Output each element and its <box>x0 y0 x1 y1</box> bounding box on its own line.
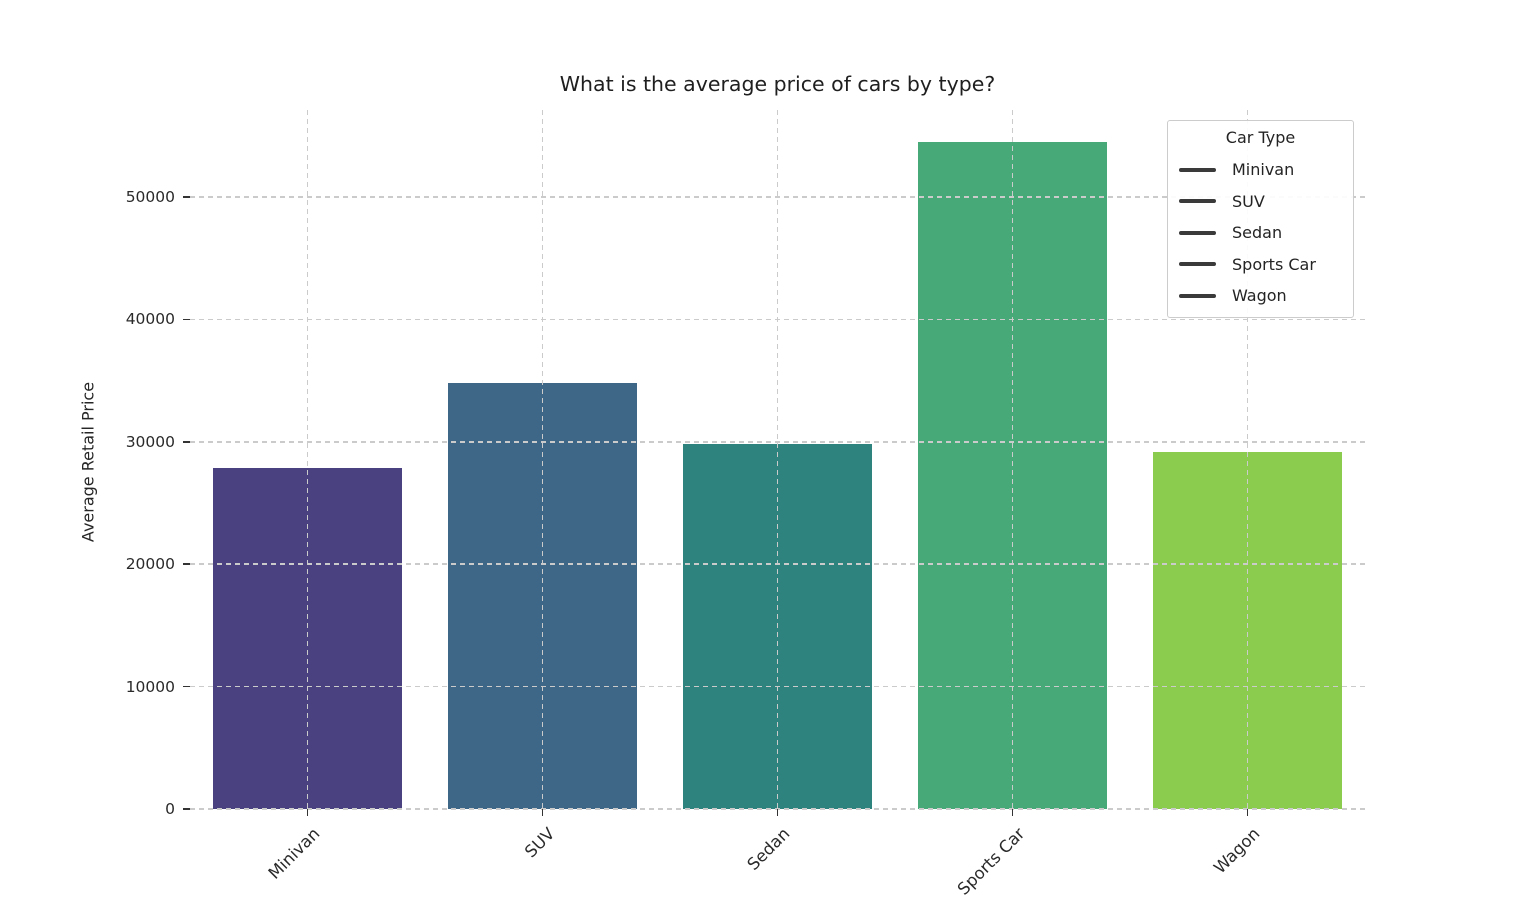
legend-item-label: Sports Car <box>1232 254 1316 274</box>
x-tick-label: SUV <box>520 824 558 862</box>
legend-items: Minivan SUV Sedan Sports Car Wagon <box>1168 154 1353 312</box>
legend-line-icon <box>1179 262 1216 267</box>
y-tick-label: 50000 <box>125 188 175 206</box>
x-tick-mark <box>541 809 544 816</box>
x-tick-label: Sedan <box>742 824 793 874</box>
y-tick-label: 0 <box>165 800 175 818</box>
y-tick-mark <box>183 563 190 565</box>
legend-item-label: SUV <box>1232 191 1265 211</box>
x-tick-mark <box>776 809 779 816</box>
y-tick-mark <box>183 318 190 321</box>
x-tick-label: Sports Car <box>953 824 1028 899</box>
x-tick-mark <box>1011 809 1014 816</box>
gridline-vertical <box>1246 110 1249 809</box>
legend-item-minivan: Minivan <box>1168 154 1353 186</box>
legend-item-label: Sedan <box>1232 223 1283 243</box>
y-tick-label: 10000 <box>125 677 175 696</box>
y-tick-mark <box>183 685 190 688</box>
y-axis-label: Average Retail Price <box>78 381 98 543</box>
y-tick-mark <box>183 441 190 443</box>
x-tick-label: Minivan <box>264 824 323 883</box>
y-tick-label: 40000 <box>125 310 175 329</box>
legend-title: Car Type <box>1225 128 1296 147</box>
x-tick-mark <box>1246 809 1249 816</box>
y-tick-label: 20000 <box>125 555 175 574</box>
chart-title: What is the average price of cars by typ… <box>559 72 996 96</box>
gridline-vertical <box>1011 110 1014 809</box>
legend-line-icon <box>1179 199 1216 204</box>
legend-item-wagon: Wagon <box>1168 280 1353 312</box>
legend-item-suv: SUV <box>1168 186 1353 218</box>
x-tick-label: Wagon <box>1209 824 1263 878</box>
gridline-vertical <box>776 110 779 809</box>
legend-line-icon <box>1179 293 1216 298</box>
y-tick-label: 30000 <box>125 432 175 451</box>
legend-item-sports-car: Sports Car <box>1168 249 1353 281</box>
legend-item-label: Wagon <box>1232 286 1287 306</box>
gridline-vertical <box>306 110 309 809</box>
legend-line-icon <box>1179 167 1216 172</box>
legend-line-icon <box>1179 230 1216 235</box>
y-tick-mark <box>183 196 190 198</box>
x-tick-mark <box>306 809 309 816</box>
legend-item-label: Minivan <box>1232 160 1295 180</box>
legend: Car Type Minivan SUV Sedan Sports Car Wagon <box>1167 120 1354 318</box>
gridline-vertical <box>541 110 544 809</box>
legend-item-sedan: Sedan <box>1168 217 1353 249</box>
y-tick-mark <box>183 808 190 810</box>
